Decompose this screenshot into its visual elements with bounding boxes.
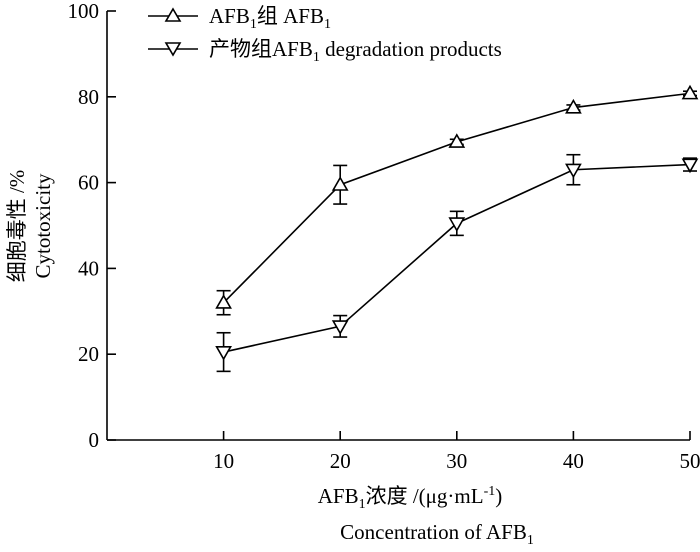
point-products-10 xyxy=(215,346,232,361)
x-title2-sub: 1 xyxy=(527,533,534,548)
x-axis-title-chinese: AFB1浓度 /(μg·mL-1) xyxy=(318,484,503,512)
point-afb1-40 xyxy=(565,98,582,114)
point-products-40 xyxy=(565,163,582,179)
series-line-afb1 xyxy=(223,92,691,304)
x-title-sup: -1 xyxy=(484,484,496,499)
y-tick-label-60: 60 xyxy=(78,171,99,195)
y-tick-label-80: 80 xyxy=(78,85,99,109)
x-title-unit: 浓度 /(μg·mL xyxy=(366,484,484,508)
x-axis-title-english: Concentration of AFB1 xyxy=(340,520,534,548)
series-afb1 xyxy=(215,84,699,316)
point-products-20 xyxy=(331,320,349,335)
x-tick-label-40: 40 xyxy=(563,449,584,473)
legend-item-products: 产物组AFB1 degradation products xyxy=(148,37,502,65)
x-title2-text: Concentration of AFB xyxy=(340,520,527,544)
x-tick-label-50: 50 xyxy=(680,449,700,473)
series-products xyxy=(215,153,699,373)
x-title-close: ) xyxy=(495,484,502,508)
y-axis: 0 20 40 60 80 100 xyxy=(68,0,116,452)
point-afb1-10 xyxy=(215,294,232,309)
x-tick-label-20: 20 xyxy=(330,449,351,473)
legend-item-afb1: AFB1组 AFB1 xyxy=(148,4,331,32)
point-afb1-20 xyxy=(331,176,349,191)
y-tick-label-20: 20 xyxy=(78,342,99,366)
legend-label-products: 产物组AFB1 degradation products xyxy=(209,37,502,65)
point-products-50 xyxy=(681,158,699,174)
series-line-products xyxy=(223,163,691,353)
y-axis-title-chinese: 细胞毒性 /% xyxy=(5,170,29,283)
legend: AFB1组 AFB1 产物组AFB1 degradation products xyxy=(148,4,502,65)
y-tick-label-0: 0 xyxy=(89,428,100,452)
x-axis: 10 20 30 40 50 xyxy=(107,431,700,473)
y-tick-label-40: 40 xyxy=(78,256,99,280)
point-products-30 xyxy=(448,217,466,232)
x-title-afb: AFB xyxy=(318,484,359,508)
point-afb1-30 xyxy=(448,133,466,148)
x-tick-label-30: 30 xyxy=(446,449,467,473)
point-afb1-50 xyxy=(681,84,699,100)
legend-marker-triangle-up-icon xyxy=(164,7,182,22)
x-tick-label-10: 10 xyxy=(213,449,234,473)
y-axis-title-english: Cytotoxicity xyxy=(31,173,55,279)
x-title-sub: 1 xyxy=(359,497,366,512)
legend-label-afb1: AFB1组 AFB1 xyxy=(209,4,331,32)
legend-marker-triangle-down-icon xyxy=(164,42,182,57)
y-tick-label-100: 100 xyxy=(68,0,100,23)
plot-area xyxy=(215,84,699,373)
